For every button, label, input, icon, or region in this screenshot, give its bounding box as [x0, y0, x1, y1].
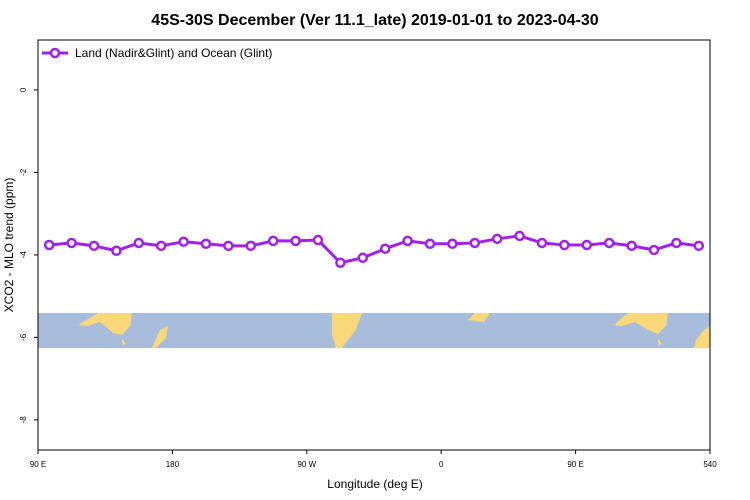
data-point [357, 252, 369, 264]
y-axis-label: XCO2 - MLO trend (ppm) [2, 178, 16, 313]
plot-frame [37, 39, 711, 451]
data-point [402, 235, 413, 247]
data-point [648, 244, 660, 256]
data-point [200, 238, 212, 250]
x-tick-label: 540 [703, 460, 717, 469]
data-point [559, 239, 570, 251]
data-point [469, 237, 481, 249]
chart-title: 45S-30S December (Ver 11.1_late) 2019-01… [151, 12, 599, 29]
data-point [514, 230, 525, 242]
x-tick-label: 90 W [297, 460, 316, 469]
data-point [379, 243, 391, 254]
data-point [111, 245, 122, 257]
x-tick-label: 90 E [567, 460, 583, 469]
data-point [536, 237, 548, 249]
data-point [312, 234, 324, 246]
data-point [88, 240, 100, 252]
legend-marker [49, 47, 61, 59]
y-tick-label: -8 [19, 416, 28, 424]
data-point [133, 237, 145, 249]
data-point [245, 240, 257, 252]
legend-label: Land (Nadir&Glint) and Ocean (Glint) [75, 46, 272, 60]
series-line [49, 234, 699, 265]
data-point [66, 237, 77, 249]
y-tick-label: -6 [19, 333, 28, 341]
data-point [290, 235, 301, 247]
x-tick-label: 90 E [30, 460, 46, 469]
data-point [626, 240, 637, 252]
data-point [424, 238, 436, 250]
data-point [178, 236, 189, 247]
y-tick-label: -4 [19, 251, 28, 259]
data-point [267, 235, 279, 247]
data-point [155, 240, 167, 252]
data-point [603, 237, 615, 249]
data-point [491, 233, 503, 245]
data-point [581, 239, 593, 251]
x-tick-label: 180 [166, 460, 180, 469]
x-axis-label: Longitude (deg E) [327, 477, 422, 491]
x-tick-label: 0 [439, 460, 444, 469]
data-point [335, 257, 346, 268]
y-tick-label: -2 [19, 168, 28, 176]
data-point [43, 239, 55, 251]
data-point [223, 240, 234, 252]
data-point [671, 237, 682, 249]
data-point [693, 240, 705, 252]
y-tick-label: 0 [19, 87, 28, 92]
map-strip [38, 313, 710, 348]
data-point [447, 238, 458, 250]
